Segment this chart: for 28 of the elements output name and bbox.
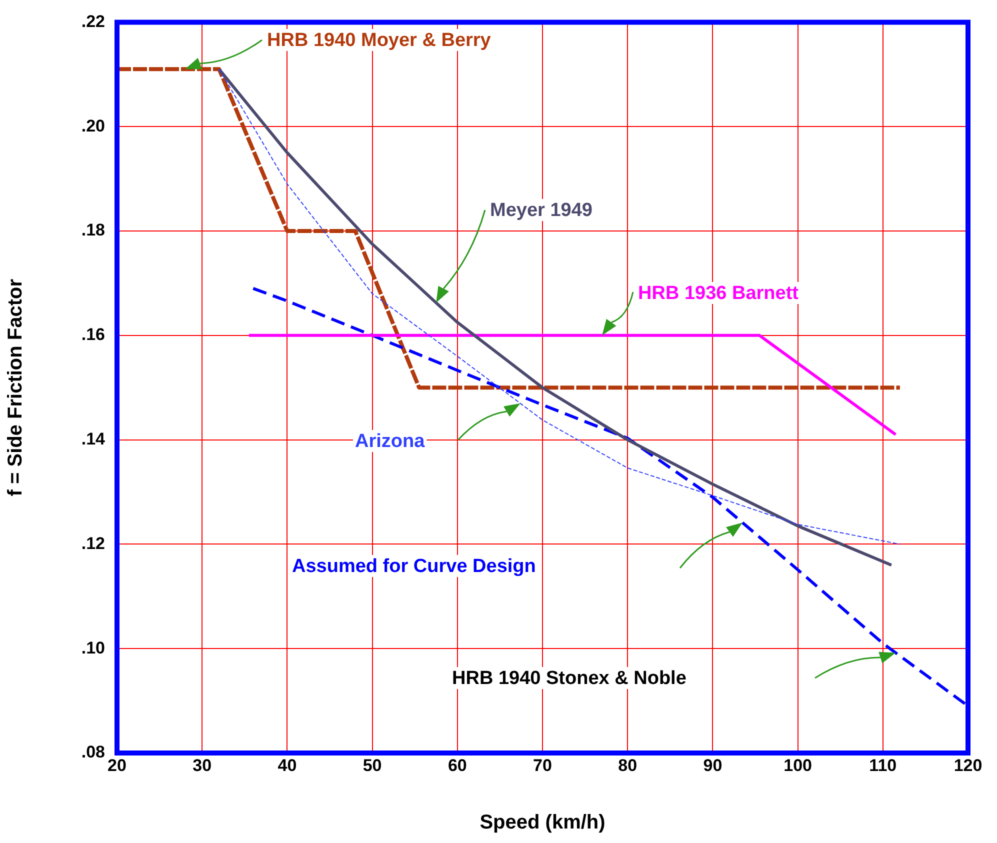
- y-tick-label: .08: [81, 742, 105, 762]
- x-tick-label: 30: [192, 756, 212, 775]
- text: HRB 1940 Moyer & Berry: [267, 30, 492, 51]
- x-tick-label: 20: [108, 756, 126, 775]
- text: Arizona: [355, 431, 426, 452]
- x-tick-label: 100: [784, 756, 812, 775]
- text: Assumed for Curve Design: [292, 556, 536, 577]
- x-axis-title: Speed (km/h): [480, 812, 606, 834]
- y-axis-title: f = Side Friction Factor: [4, 278, 27, 496]
- y-tick-label: .22: [81, 12, 105, 31]
- y-tick-label: .20: [81, 116, 105, 136]
- x-tick-label: 40: [278, 756, 297, 775]
- x-tick-label: 80: [618, 756, 638, 775]
- annotation: HRB 1940 Stonex & Noble: [452, 668, 686, 689]
- x-tick-label: 50: [362, 756, 382, 775]
- y-tick-label: .10: [81, 638, 105, 658]
- x-tick-label: 90: [703, 756, 722, 775]
- line-series: [252, 286, 968, 708]
- x-tick-label: 120: [954, 756, 982, 775]
- y-tick-label: .16: [81, 325, 105, 344]
- series-label: HRB 1936 Barnett: [638, 283, 800, 304]
- text: Meyer 1949: [490, 200, 592, 221]
- y-tick-label: .12: [81, 534, 105, 553]
- x-tick-label: 110: [869, 756, 897, 775]
- x-tick-label: 70: [533, 756, 552, 775]
- y-tick-label: .14: [81, 429, 106, 448]
- x-tick-label: 60: [448, 756, 467, 775]
- y-tick-label: .18: [81, 220, 105, 240]
